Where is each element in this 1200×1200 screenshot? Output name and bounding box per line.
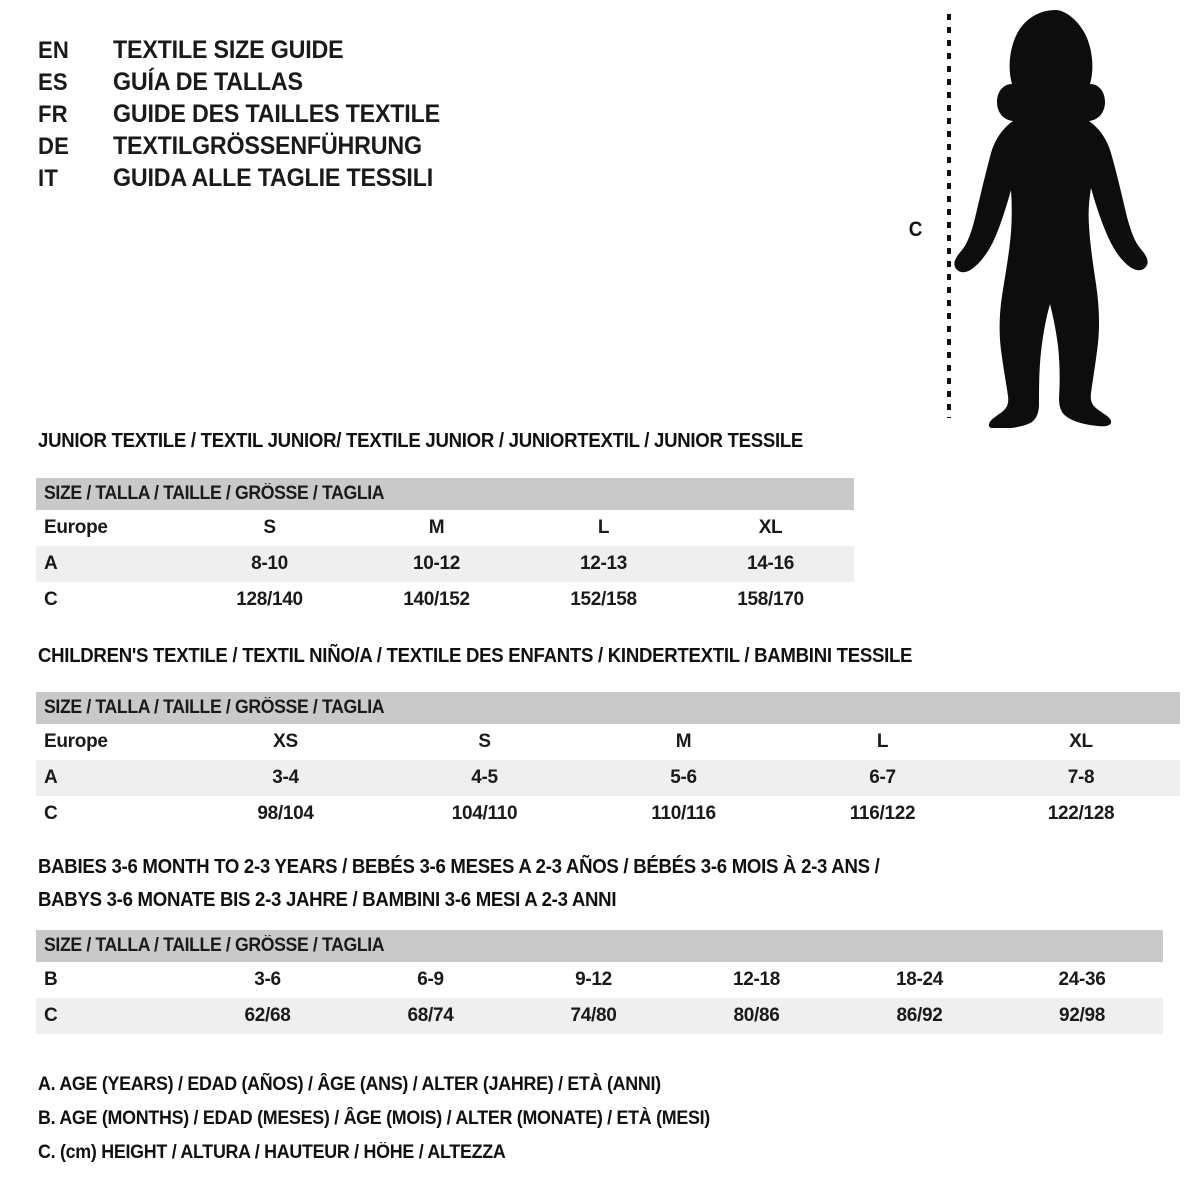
junior-cell-c-0: 128/140 (186, 582, 353, 618)
language-code-es: ES (38, 69, 68, 96)
junior-cell-a-0: 8-10 (186, 546, 353, 582)
babies-table-band-header-cell: SIZE / TALLA / TAILLE / GRÖSSE / TAGLIA (36, 930, 1164, 962)
children-table-band-header-cell: SIZE / TALLA / TAILLE / GRÖSSE / TAGLIA (36, 692, 1181, 724)
language-code-fr: FR (38, 101, 68, 128)
table-row: C 62/68 68/74 74/80 80/86 86/92 92/98 (36, 998, 1164, 1034)
children-cell-europe-1: S (385, 724, 584, 760)
children-cell-a-1: 4-5 (385, 760, 584, 796)
babies-size-table: SIZE / TALLA / TAILLE / GRÖSSE / TAGLIA … (36, 930, 1164, 1034)
children-row-label-europe: Europe (36, 724, 186, 760)
babies-cell-b-4: 18-24 (838, 962, 1001, 998)
measurement-legend: A. AGE (YEARS) / EDAD (AÑOS) / ÂGE (ANS)… (38, 1068, 938, 1170)
section-heading-babies-line2: BABYS 3-6 MONATE BIS 2-3 JAHRE / BAMBINI… (38, 889, 617, 911)
babies-cell-c-4: 86/92 (838, 998, 1001, 1034)
section-heading-babies-line1: BABIES 3-6 MONTH TO 2-3 YEARS / BEBÉS 3-… (38, 856, 880, 878)
children-cell-c-1: 104/110 (385, 796, 584, 832)
junior-table-band-header-cell: SIZE / TALLA / TAILLE / GRÖSSE / TAGLIA (36, 478, 855, 510)
height-measure-label: C (908, 218, 923, 241)
junior-band-header-text: SIZE / TALLA / TAILLE / GRÖSSE / TAGLIA (44, 483, 385, 504)
babies-cell-c-0: 62/68 (186, 998, 349, 1034)
babies-cell-c-1: 68/74 (349, 998, 512, 1034)
section-heading-babies: BABIES 3-6 MONTH TO 2-3 YEARS / BEBÉS 3-… (38, 856, 880, 912)
junior-cell-europe-1: M (353, 510, 520, 546)
babies-row-label-b: B (36, 962, 186, 998)
children-cell-a-3: 6-7 (783, 760, 982, 796)
babies-table-band-header-row: SIZE / TALLA / TAILLE / GRÖSSE / TAGLIA (36, 930, 1164, 962)
junior-cell-a-1: 10-12 (353, 546, 520, 582)
children-cell-c-3: 116/122 (783, 796, 982, 832)
language-title-en: TEXTILE SIZE GUIDE (113, 36, 344, 64)
height-measure-dashed-line (947, 14, 951, 418)
table-row: Europe XS S M L XL (36, 724, 1181, 760)
legend-line-c: C. (cm) HEIGHT / ALTURA / HAUTEUR / HÖHE… (38, 1142, 506, 1163)
language-row-de: DE TEXTILGRÖSSENFÜHRUNG (38, 130, 558, 162)
language-code-en: EN (38, 37, 70, 64)
babies-cell-c-2: 74/80 (512, 998, 675, 1034)
language-code-it: IT (38, 165, 58, 192)
legend-line-b: B. AGE (MONTHS) / EDAD (MESES) / ÂGE (MO… (38, 1108, 710, 1129)
children-cell-europe-0: XS (186, 724, 385, 760)
section-heading-children: CHILDREN'S TEXTILE / TEXTIL NIÑO/A / TEX… (38, 645, 913, 667)
language-title-fr: GUIDE DES TAILLES TEXTILE (113, 100, 440, 128)
children-size-table: SIZE / TALLA / TAILLE / GRÖSSE / TAGLIA … (36, 692, 1181, 832)
junior-cell-a-3: 14-16 (687, 546, 855, 582)
junior-row-label-a: A (36, 546, 186, 582)
children-cell-c-4: 122/128 (982, 796, 1181, 832)
multilingual-title-block: EN TEXTILE SIZE GUIDE ES GUÍA DE TALLAS … (38, 34, 558, 194)
table-row: C 128/140 140/152 152/158 158/170 (36, 582, 855, 618)
section-heading-junior: JUNIOR TEXTILE / TEXTIL JUNIOR/ TEXTILE … (38, 430, 804, 452)
language-title-it: GUIDA ALLE TAGLIE TESSILI (113, 164, 433, 192)
table-row: C 98/104 104/110 110/116 116/122 122/128 (36, 796, 1181, 832)
legend-line-a: A. AGE (YEARS) / EDAD (AÑOS) / ÂGE (ANS)… (38, 1074, 661, 1095)
children-cell-c-0: 98/104 (186, 796, 385, 832)
junior-row-label-c: C (36, 582, 186, 618)
children-row-label-a: A (36, 760, 186, 796)
children-band-header-text: SIZE / TALLA / TAILLE / GRÖSSE / TAGLIA (44, 697, 385, 718)
junior-table-band-header-row: SIZE / TALLA / TAILLE / GRÖSSE / TAGLIA (36, 478, 855, 510)
height-measure-figure: C (890, 0, 1190, 440)
babies-cell-b-1: 6-9 (349, 962, 512, 998)
babies-cell-b-5: 24-36 (1001, 962, 1164, 998)
language-code-de: DE (38, 133, 70, 160)
junior-cell-a-2: 12-13 (520, 546, 687, 582)
children-cell-europe-2: M (584, 724, 783, 760)
language-row-it: IT GUIDA ALLE TAGLIE TESSILI (38, 162, 558, 194)
junior-cell-c-1: 140/152 (353, 582, 520, 618)
children-cell-europe-3: L (783, 724, 982, 760)
junior-row-label-europe: Europe (36, 510, 186, 546)
language-row-en: EN TEXTILE SIZE GUIDE (38, 34, 558, 66)
babies-band-header-text: SIZE / TALLA / TAILLE / GRÖSSE / TAGLIA (44, 935, 385, 956)
table-row: A 3-4 4-5 5-6 6-7 7-8 (36, 760, 1181, 796)
children-cell-c-2: 110/116 (584, 796, 783, 832)
children-row-label-c: C (36, 796, 186, 832)
junior-cell-europe-2: L (520, 510, 687, 546)
table-row: B 3-6 6-9 9-12 12-18 18-24 24-36 (36, 962, 1164, 998)
babies-cell-c-5: 92/98 (1001, 998, 1164, 1034)
language-row-es: ES GUÍA DE TALLAS (38, 66, 558, 98)
junior-cell-europe-0: S (186, 510, 353, 546)
babies-cell-b-3: 12-18 (675, 962, 838, 998)
babies-cell-b-2: 9-12 (512, 962, 675, 998)
children-cell-europe-4: XL (982, 724, 1181, 760)
children-cell-a-4: 7-8 (982, 760, 1181, 796)
children-cell-a-0: 3-4 (186, 760, 385, 796)
language-title-es: GUÍA DE TALLAS (113, 68, 303, 96)
language-row-fr: FR GUIDE DES TAILLES TEXTILE (38, 98, 558, 130)
junior-cell-europe-3: XL (687, 510, 855, 546)
language-title-de: TEXTILGRÖSSENFÜHRUNG (113, 132, 422, 160)
child-silhouette-icon (954, 10, 1148, 428)
table-row: Europe S M L XL (36, 510, 855, 546)
junior-cell-c-3: 158/170 (687, 582, 855, 618)
babies-cell-c-3: 80/86 (675, 998, 838, 1034)
babies-row-label-c: C (36, 998, 186, 1034)
table-row: A 8-10 10-12 12-13 14-16 (36, 546, 855, 582)
junior-size-table: SIZE / TALLA / TAILLE / GRÖSSE / TAGLIA … (36, 478, 855, 618)
babies-cell-b-0: 3-6 (186, 962, 349, 998)
children-cell-a-2: 5-6 (584, 760, 783, 796)
children-table-band-header-row: SIZE / TALLA / TAILLE / GRÖSSE / TAGLIA (36, 692, 1181, 724)
junior-cell-c-2: 152/158 (520, 582, 687, 618)
